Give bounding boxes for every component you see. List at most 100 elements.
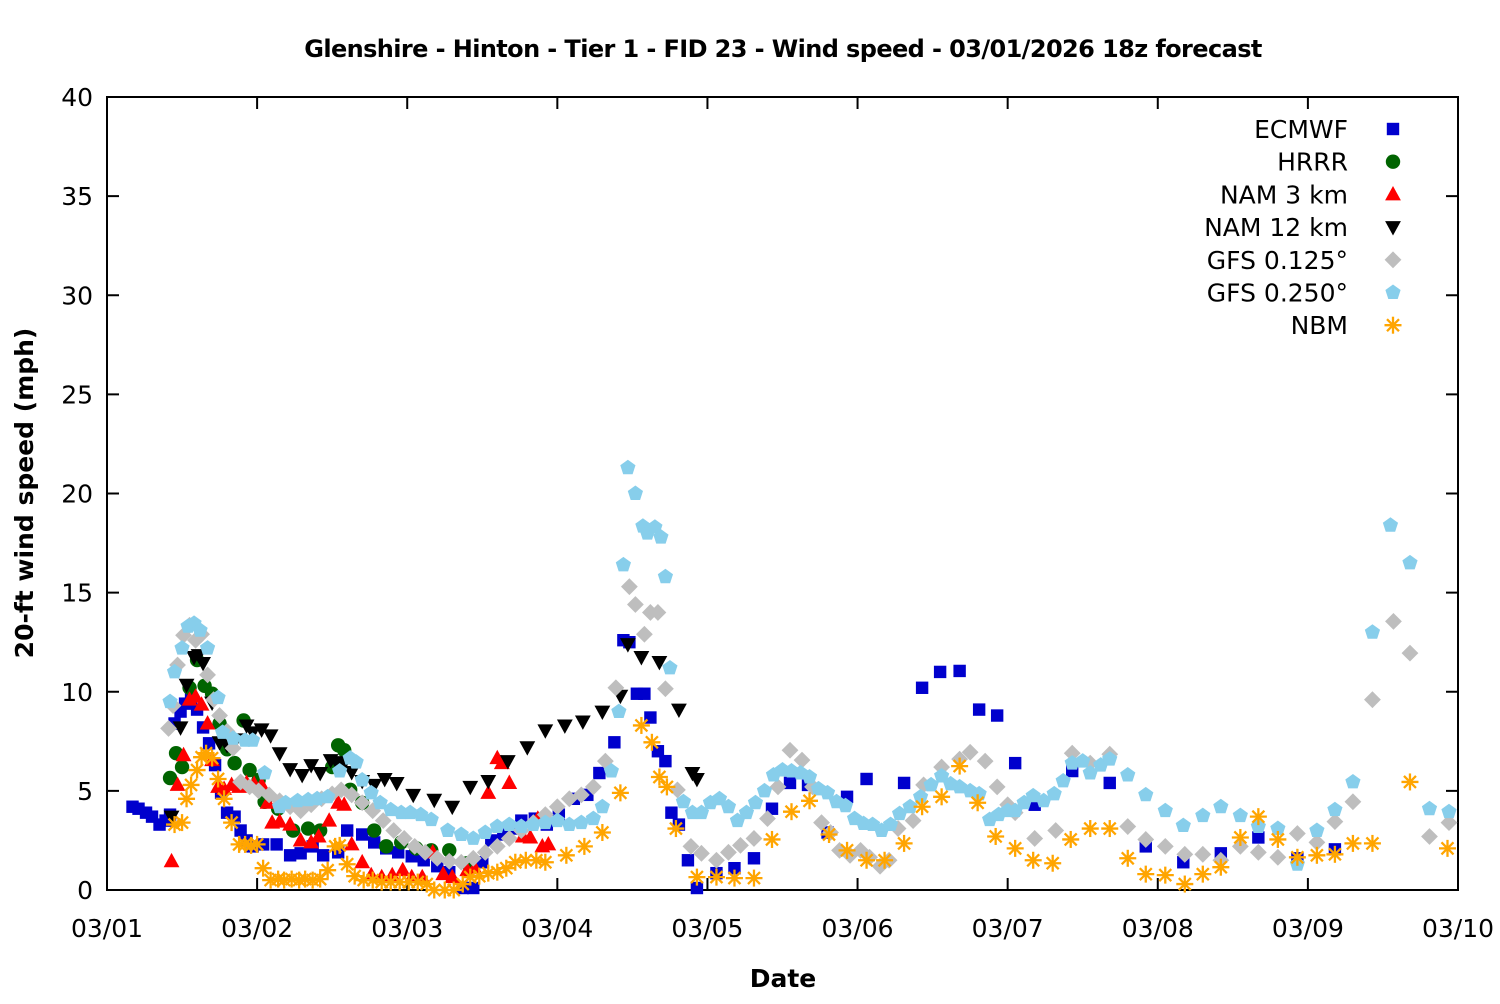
point: [203, 749, 221, 767]
point: [1119, 849, 1137, 867]
point: [1269, 848, 1287, 866]
point: [904, 812, 922, 830]
point: [1249, 808, 1267, 826]
x-tick-label: 03/05: [671, 914, 743, 943]
point: [348, 754, 364, 769]
x-tick-label: 03/08: [1122, 914, 1194, 943]
point: [1063, 744, 1081, 762]
point: [633, 651, 650, 666]
point: [501, 816, 517, 832]
point: [638, 687, 651, 700]
point: [374, 812, 392, 830]
point: [611, 784, 629, 802]
point: [1120, 767, 1136, 782]
point: [671, 703, 687, 718]
point: [1137, 865, 1155, 883]
point: [573, 814, 589, 830]
series-nam-12-km: [163, 638, 705, 826]
x-tick-label: 03/07: [972, 914, 1044, 943]
point: [332, 781, 350, 799]
legend-label-nbm: NBM: [1291, 311, 1348, 340]
point: [537, 814, 553, 830]
point: [647, 519, 663, 534]
point: [303, 834, 320, 849]
point: [440, 852, 458, 870]
point: [253, 723, 270, 738]
point: [366, 778, 383, 794]
point: [169, 776, 186, 791]
point: [934, 768, 950, 783]
point: [1157, 802, 1173, 818]
point: [174, 640, 190, 655]
point: [1327, 801, 1343, 817]
point: [1384, 316, 1402, 334]
point: [783, 803, 801, 821]
y-tick-label: 25: [61, 380, 93, 409]
point: [682, 837, 700, 855]
point: [1044, 854, 1062, 872]
point: [506, 853, 524, 871]
point: [336, 796, 353, 811]
y-tick-label: 40: [61, 83, 93, 112]
legend-entry-nam-12-km: NAM 12 km: [1204, 213, 1401, 242]
point: [620, 459, 636, 475]
point: [1194, 865, 1212, 883]
point: [489, 818, 505, 834]
x-tick-label: 03/04: [521, 914, 593, 943]
point: [312, 767, 329, 782]
point: [1194, 845, 1212, 863]
point: [187, 631, 204, 649]
point: [902, 798, 918, 814]
point: [1036, 792, 1052, 808]
point: [1288, 825, 1306, 842]
point: [969, 794, 987, 812]
point: [215, 790, 233, 808]
point: [513, 818, 529, 834]
point: [340, 824, 354, 837]
point: [1386, 122, 1400, 136]
point: [632, 716, 650, 734]
x-tick-label: 03/06: [822, 914, 894, 943]
point: [162, 770, 178, 786]
point: [747, 852, 761, 865]
point: [195, 657, 211, 672]
point: [1213, 798, 1229, 814]
point: [480, 774, 497, 790]
point: [1384, 251, 1402, 269]
point: [199, 640, 216, 655]
legend-label-nam-12-km: NAM 12 km: [1204, 213, 1348, 242]
y-tick-label: 30: [61, 281, 93, 310]
point: [838, 841, 856, 859]
point: [163, 810, 180, 826]
point: [707, 868, 725, 886]
point: [1250, 818, 1266, 834]
point: [225, 730, 241, 745]
point: [572, 786, 590, 804]
point: [681, 854, 695, 867]
point: [1024, 851, 1042, 869]
point: [1008, 756, 1022, 770]
point: [987, 827, 1005, 845]
point: [211, 707, 228, 724]
point: [711, 790, 728, 806]
point: [801, 768, 818, 784]
point: [1231, 828, 1249, 846]
point: [300, 821, 316, 836]
legend-entry-gfs-0-125: GFS 0.125°: [1207, 246, 1402, 275]
point: [769, 778, 787, 796]
point: [1326, 845, 1344, 863]
point: [423, 811, 439, 827]
point: [820, 825, 838, 843]
point: [1006, 839, 1024, 857]
x-tick-label: 03/10: [1422, 914, 1494, 943]
point: [953, 664, 966, 678]
point: [501, 774, 518, 789]
point: [372, 794, 388, 810]
point: [248, 835, 266, 853]
point: [961, 743, 979, 761]
point: [1344, 793, 1362, 811]
point: [209, 770, 227, 788]
point: [951, 757, 969, 775]
point: [282, 763, 299, 778]
